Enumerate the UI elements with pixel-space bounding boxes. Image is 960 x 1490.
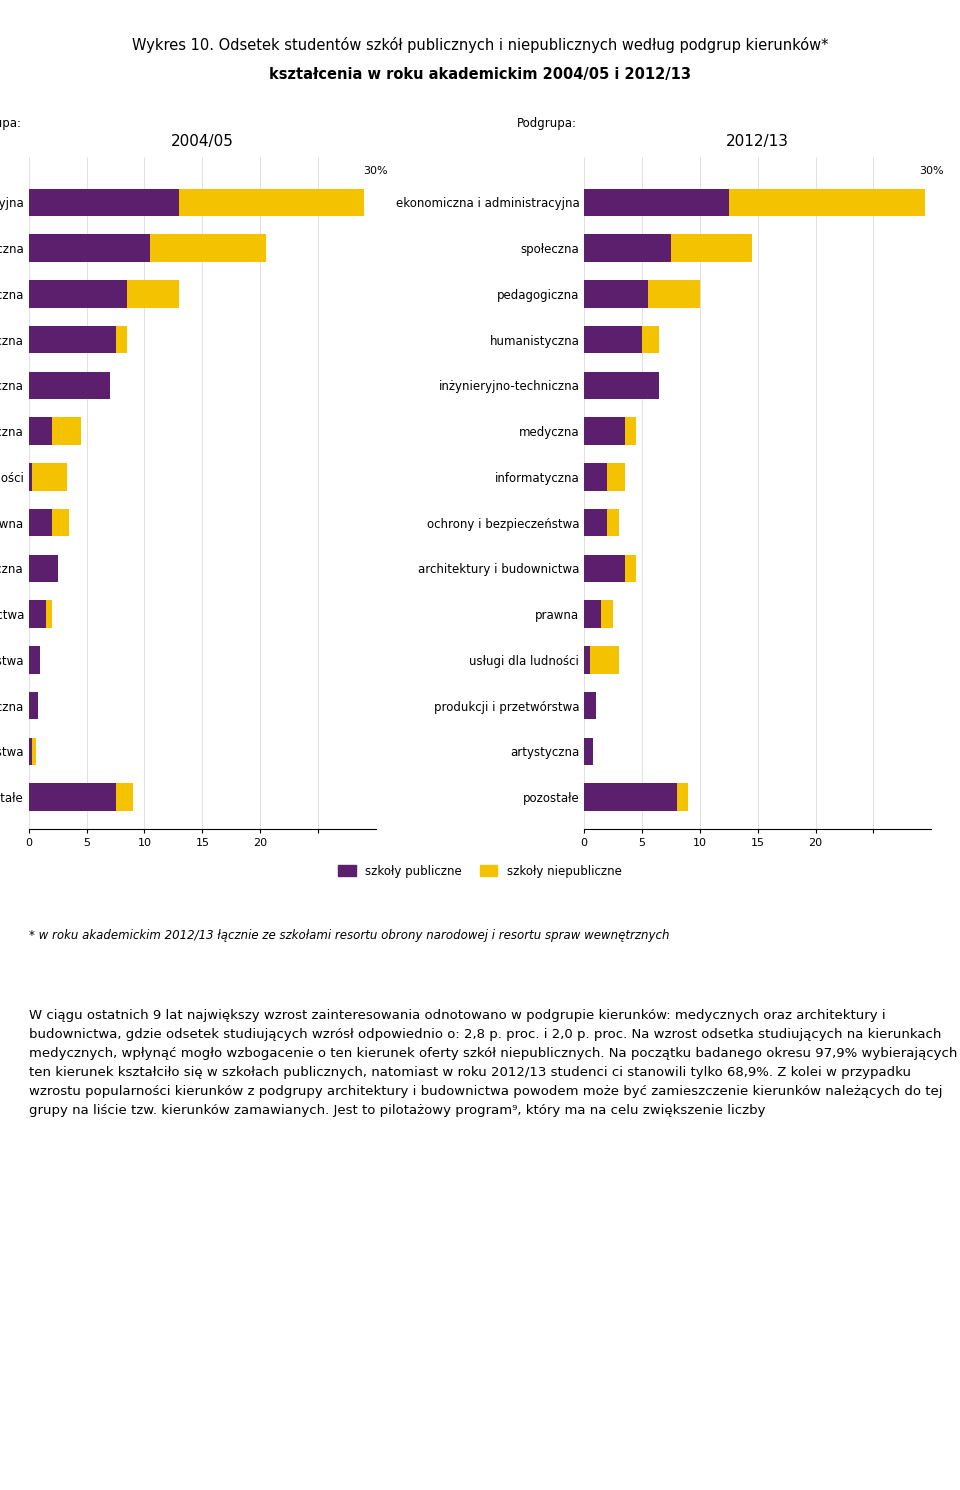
Bar <box>729 189 925 216</box>
Bar <box>584 738 593 764</box>
Bar <box>115 326 127 353</box>
Text: 30%: 30% <box>364 165 388 176</box>
Bar <box>29 647 40 673</box>
Bar <box>608 463 625 490</box>
Bar <box>29 280 127 307</box>
Text: Podgrupa:: Podgrupa: <box>0 116 22 130</box>
Bar <box>584 326 642 353</box>
Bar <box>584 600 602 627</box>
Bar <box>29 600 46 627</box>
Bar <box>52 417 81 446</box>
Bar <box>608 510 619 536</box>
Bar <box>642 326 660 353</box>
Bar <box>29 189 180 216</box>
Title: 2004/05: 2004/05 <box>171 134 234 149</box>
Title: 2012/13: 2012/13 <box>726 134 789 149</box>
Bar <box>671 234 752 262</box>
Text: Wykres 10. Odsetek studentów szkół publicznych i niepublicznych według podgrup k: Wykres 10. Odsetek studentów szkół publi… <box>132 37 828 54</box>
Bar <box>33 463 67 490</box>
Text: Podgrupa:: Podgrupa: <box>517 116 577 130</box>
Bar <box>602 600 613 627</box>
Bar <box>625 554 636 583</box>
Bar <box>29 738 33 764</box>
Bar <box>29 554 58 583</box>
Bar <box>29 510 52 536</box>
Bar <box>584 691 596 720</box>
Bar <box>584 510 608 536</box>
Bar <box>180 189 364 216</box>
Bar <box>584 554 625 583</box>
Bar <box>584 234 671 262</box>
Bar <box>584 371 660 399</box>
Bar <box>584 647 589 673</box>
Text: 30%: 30% <box>919 165 944 176</box>
Legend: szkoły publiczne, szkoły niepubliczne: szkoły publiczne, szkoły niepubliczne <box>338 864 622 878</box>
Text: * w roku akademickim 2012/13 łącznie ze szkołami resortu obrony narodowej i reso: * w roku akademickim 2012/13 łącznie ze … <box>29 930 669 942</box>
Bar <box>677 784 688 811</box>
Bar <box>29 371 109 399</box>
Bar <box>29 234 151 262</box>
Bar <box>589 647 619 673</box>
Bar <box>46 600 52 627</box>
Bar <box>29 417 52 446</box>
Bar <box>584 417 625 446</box>
Bar <box>115 784 132 811</box>
Bar <box>584 189 729 216</box>
Bar <box>29 326 115 353</box>
Bar <box>584 784 677 811</box>
Bar <box>151 234 266 262</box>
Text: kształcenia w roku akademickim 2004/05 i 2012/13: kształcenia w roku akademickim 2004/05 i… <box>269 67 691 82</box>
Bar <box>52 510 69 536</box>
Bar <box>625 417 636 446</box>
Bar <box>127 280 180 307</box>
Bar <box>29 784 115 811</box>
Bar <box>584 280 648 307</box>
Bar <box>648 280 700 307</box>
Bar <box>29 463 33 490</box>
Bar <box>584 463 608 490</box>
Bar <box>29 691 38 720</box>
Bar <box>33 738 36 764</box>
Text: W ciągu ostatnich 9 lat największy wzrost zainteresowania odnotowano w podgrupie: W ciągu ostatnich 9 lat największy wzros… <box>29 1009 957 1118</box>
